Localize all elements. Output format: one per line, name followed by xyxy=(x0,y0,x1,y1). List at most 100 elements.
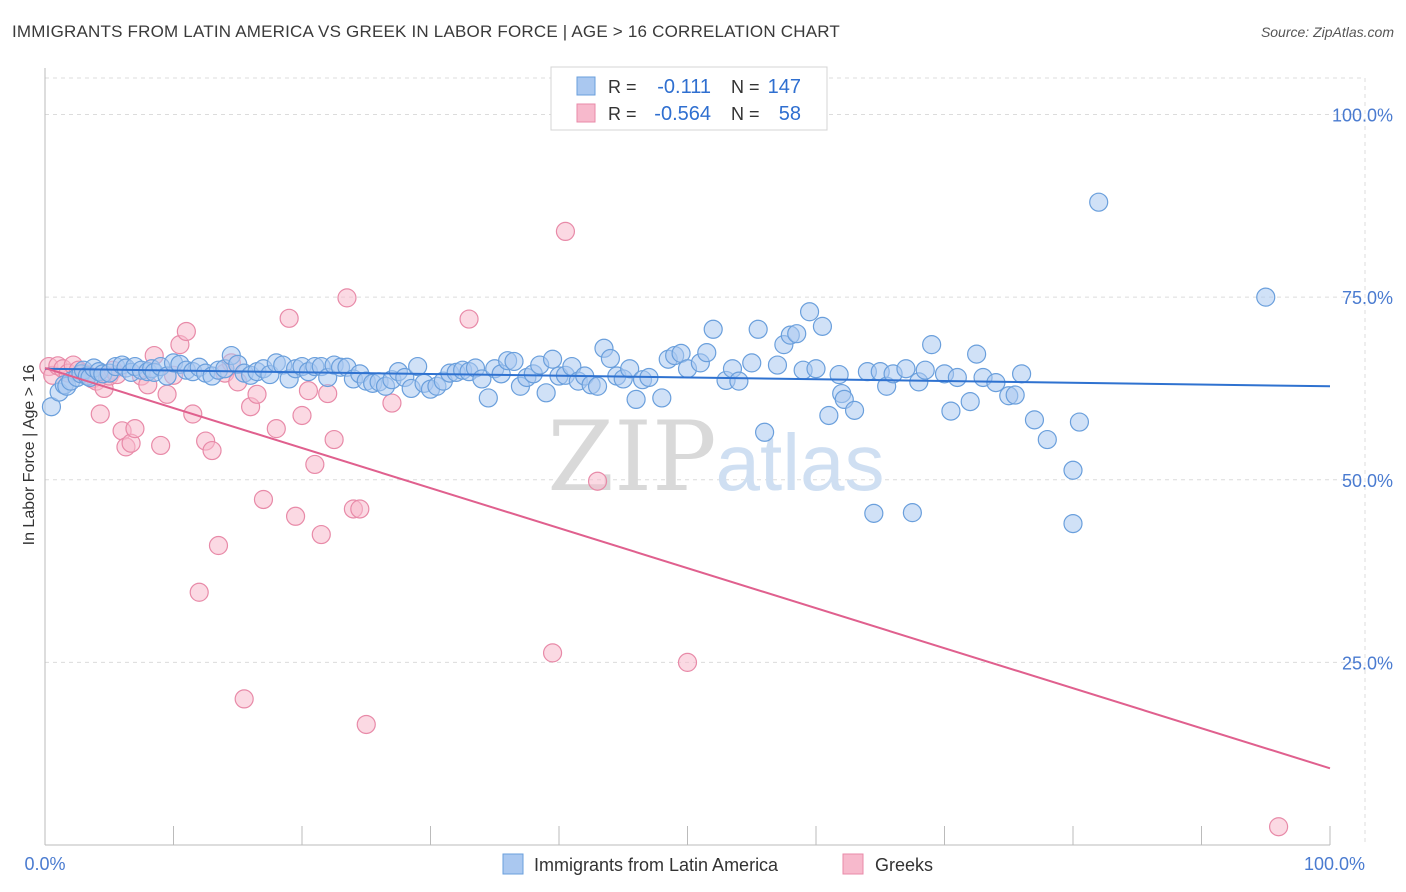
point-greeks xyxy=(151,435,171,456)
series-greeks xyxy=(39,221,1289,837)
legend-swatch-latin-america xyxy=(576,76,596,96)
point-greeks xyxy=(587,471,608,491)
trendline-latin-america xyxy=(44,367,1331,388)
point-greeks xyxy=(298,381,319,401)
point-latin-america xyxy=(742,353,762,373)
point-latin-america xyxy=(697,343,717,363)
point-latin-america xyxy=(864,503,884,523)
tick-labels: 25.0% 50.0% 75.0% 100.0% 0.0% 100.0% xyxy=(24,106,1393,874)
point-latin-america xyxy=(829,364,849,385)
point-latin-america xyxy=(729,371,749,391)
point-latin-america xyxy=(542,349,563,369)
point-greeks xyxy=(157,384,177,404)
watermark: ZIP atlas xyxy=(547,401,884,513)
point-latin-america xyxy=(703,319,723,339)
source-attribution: Source: ZipAtlas.com xyxy=(1260,24,1394,40)
point-latin-america xyxy=(600,348,621,369)
point-latin-america xyxy=(478,388,498,408)
point-latin-america xyxy=(947,367,967,388)
point-latin-america xyxy=(587,376,608,396)
point-greeks xyxy=(292,405,312,426)
point-latin-america xyxy=(1089,192,1109,212)
point-greeks xyxy=(253,489,274,510)
watermark-zip: ZIP xyxy=(547,401,716,513)
point-latin-america xyxy=(819,405,839,426)
point-latin-america xyxy=(806,359,826,379)
point-latin-america xyxy=(812,316,833,336)
point-latin-america xyxy=(1011,364,1032,384)
point-latin-america xyxy=(915,360,935,380)
point-latin-america xyxy=(408,356,428,377)
point-latin-america xyxy=(504,351,524,372)
point-latin-america xyxy=(652,388,672,408)
legend-r-value-1: -0.111 xyxy=(657,76,711,98)
point-latin-america xyxy=(922,335,942,355)
point-latin-america xyxy=(902,503,922,523)
legend-n-label-1: N = xyxy=(731,77,760,97)
point-greeks xyxy=(305,454,325,475)
point-greeks xyxy=(555,221,576,241)
chart-title: IMMIGRANTS FROM LATIN AMERICA VS GREEK I… xyxy=(12,22,840,41)
x-tick-label: 100.0% xyxy=(1304,854,1365,874)
bottom-legend-label-latin-america: Immigrants from Latin America xyxy=(534,855,779,875)
point-latin-america xyxy=(626,389,646,410)
point-greeks xyxy=(1268,817,1289,837)
y-tick-label: 25.0% xyxy=(1342,653,1393,673)
point-greeks xyxy=(350,499,370,519)
trendline-greeks xyxy=(44,367,1331,770)
point-latin-america xyxy=(1037,429,1057,450)
point-latin-america xyxy=(941,401,961,421)
point-latin-america xyxy=(620,359,640,379)
x-tick-label: 0.0% xyxy=(24,854,65,874)
legend-n-value-1: 147 xyxy=(768,76,801,98)
point-greeks xyxy=(542,643,563,663)
point-greeks xyxy=(356,714,376,735)
point-latin-america xyxy=(1063,460,1083,480)
bottom-legend-swatch-greeks xyxy=(842,853,864,875)
point-latin-america xyxy=(754,422,775,442)
grid-lines xyxy=(45,77,1366,845)
point-latin-america xyxy=(1063,513,1083,534)
point-greeks xyxy=(677,652,698,672)
y-tick-label: 100.0% xyxy=(1332,106,1393,126)
y-axis-label: In Labor Force | Age > 16 xyxy=(21,365,38,546)
legend-n-label-2: N = xyxy=(731,104,760,124)
point-latin-america xyxy=(799,302,820,322)
point-latin-america xyxy=(1005,385,1025,405)
point-latin-america xyxy=(967,344,987,364)
point-latin-america xyxy=(536,383,556,403)
point-latin-america xyxy=(787,324,807,344)
series-legend: Immigrants from Latin America Greeks xyxy=(502,853,933,875)
legend-swatch-greeks xyxy=(576,103,596,123)
point-greeks xyxy=(90,404,110,424)
point-greeks xyxy=(324,429,344,450)
point-latin-america xyxy=(748,319,768,339)
bottom-legend-swatch-latin-america xyxy=(502,853,524,875)
legend-r-value-2: -0.564 xyxy=(654,103,711,125)
point-greeks xyxy=(208,535,229,556)
point-latin-america xyxy=(1256,287,1276,307)
correlation-legend: R = -0.111 N = 147 R = -0.564 N = 58 xyxy=(550,66,828,131)
point-latin-america xyxy=(1024,410,1045,430)
point-greeks xyxy=(382,393,402,413)
watermark-atlas: atlas xyxy=(716,418,885,507)
point-greeks xyxy=(125,419,145,439)
point-greeks xyxy=(202,440,222,461)
axes xyxy=(44,68,1331,846)
trend-lines xyxy=(44,367,1331,770)
bottom-legend-label-greeks: Greeks xyxy=(875,855,933,875)
point-latin-america xyxy=(896,359,916,379)
point-latin-america xyxy=(960,392,980,412)
point-greeks xyxy=(337,288,357,308)
point-greeks xyxy=(459,309,479,329)
legend-n-value-2: 58 xyxy=(779,103,801,125)
point-greeks xyxy=(285,506,306,526)
point-latin-america xyxy=(844,400,865,420)
point-greeks xyxy=(189,582,209,602)
point-greeks xyxy=(318,383,338,404)
y-tick-label: 50.0% xyxy=(1342,471,1393,491)
point-latin-america xyxy=(1069,412,1090,432)
point-greeks xyxy=(234,689,254,709)
point-greeks xyxy=(266,419,286,439)
